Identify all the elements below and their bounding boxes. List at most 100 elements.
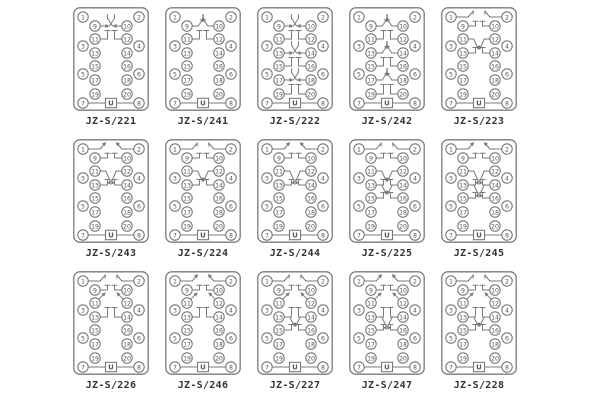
svg-text:1: 1 (265, 14, 269, 21)
svg-text:15: 15 (459, 195, 467, 202)
svg-text:4: 4 (137, 307, 141, 314)
svg-text:16: 16 (399, 327, 407, 334)
relay-diagram-jz-s-226: U 1 3 5 7 2 4 6 8 9 11 13 15 17 19 10 12 14 16 18 20 JZ-S/22… (68, 271, 154, 400)
svg-text:5: 5 (449, 71, 453, 78)
svg-text:12: 12 (491, 300, 499, 307)
svg-text:8: 8 (413, 364, 417, 371)
svg-text:11: 11 (367, 36, 375, 43)
svg-text:2: 2 (321, 14, 325, 21)
svg-text:19: 19 (459, 223, 467, 230)
svg-text:15: 15 (367, 195, 375, 202)
svg-text:U: U (292, 232, 298, 240)
svg-text:6: 6 (229, 335, 233, 342)
svg-text:18: 18 (307, 209, 315, 216)
svg-text:7: 7 (173, 232, 177, 239)
svg-text:16: 16 (215, 63, 223, 70)
diagram-label: JZ-S/243 (85, 248, 137, 259)
svg-text:12: 12 (491, 168, 499, 175)
diagram-label: JZ-S/247 (361, 380, 413, 391)
svg-text:15: 15 (91, 327, 99, 334)
svg-text:17: 17 (275, 209, 283, 216)
svg-text:20: 20 (307, 91, 315, 98)
svg-text:U: U (108, 232, 114, 240)
svg-text:14: 14 (399, 182, 407, 189)
svg-text:U: U (292, 364, 298, 372)
svg-text:18: 18 (307, 77, 315, 84)
relay-diagram-jz-s-243: U 1 3 5 7 2 4 6 8 9 11 13 15 17 19 10 12 14 16 18 20 JZ-S/24… (68, 139, 154, 271)
svg-text:17: 17 (367, 77, 375, 84)
svg-text:8: 8 (137, 100, 141, 107)
svg-text:11: 11 (459, 168, 467, 175)
svg-text:7: 7 (449, 232, 453, 239)
svg-text:7: 7 (357, 364, 361, 371)
svg-text:4: 4 (413, 307, 417, 314)
svg-text:10: 10 (215, 23, 223, 30)
svg-text:15: 15 (367, 63, 375, 70)
svg-text:18: 18 (215, 341, 223, 348)
svg-text:5: 5 (449, 335, 453, 342)
svg-text:9: 9 (93, 23, 97, 30)
svg-text:U: U (108, 100, 114, 108)
svg-text:2: 2 (413, 146, 417, 153)
svg-text:14: 14 (399, 50, 407, 57)
svg-text:10: 10 (399, 155, 407, 162)
svg-text:1: 1 (449, 278, 453, 285)
svg-text:4: 4 (505, 175, 509, 182)
svg-text:8: 8 (505, 364, 509, 371)
svg-text:5: 5 (357, 71, 361, 78)
svg-text:20: 20 (215, 223, 223, 230)
svg-text:19: 19 (91, 355, 99, 362)
svg-text:11: 11 (275, 168, 283, 175)
relay-diagram-jz-s-224: U 1 3 5 7 2 4 6 8 9 11 13 15 17 19 10 12 14 16 18 20 JZ-S/22… (160, 139, 246, 271)
relay-diagram-jz-s-241: U 1 3 5 7 2 4 6 8 9 11 13 15 17 19 10 12 14 16 18 20 JZ-S/24… (160, 7, 246, 139)
svg-text:20: 20 (491, 223, 499, 230)
svg-text:3: 3 (357, 175, 361, 182)
svg-text:18: 18 (399, 209, 407, 216)
svg-text:6: 6 (413, 71, 417, 78)
svg-text:10: 10 (491, 23, 499, 30)
svg-text:7: 7 (81, 100, 85, 107)
svg-text:18: 18 (491, 341, 499, 348)
svg-text:16: 16 (123, 63, 131, 70)
svg-text:16: 16 (123, 195, 131, 202)
svg-text:1: 1 (173, 278, 177, 285)
svg-text:8: 8 (505, 100, 509, 107)
svg-text:5: 5 (81, 335, 85, 342)
svg-text:11: 11 (367, 300, 375, 307)
svg-text:3: 3 (81, 307, 85, 314)
svg-text:9: 9 (277, 23, 281, 30)
svg-text:2: 2 (321, 146, 325, 153)
svg-text:8: 8 (505, 232, 509, 239)
svg-text:12: 12 (491, 36, 499, 43)
svg-text:12: 12 (399, 168, 407, 175)
svg-text:5: 5 (265, 335, 269, 342)
relay-diagram-jz-s-245: U 1 3 5 7 2 4 6 8 9 11 13 15 17 19 10 12 14 16 18 20 JZ-S/24… (436, 139, 522, 271)
svg-text:9: 9 (277, 155, 281, 162)
svg-text:14: 14 (215, 50, 223, 57)
svg-text:12: 12 (399, 36, 407, 43)
svg-text:10: 10 (307, 23, 315, 30)
diagram-label: JZ-S/228 (453, 380, 505, 391)
svg-text:2: 2 (137, 278, 141, 285)
svg-text:16: 16 (399, 63, 407, 70)
svg-text:10: 10 (399, 287, 407, 294)
svg-text:16: 16 (307, 327, 315, 334)
svg-text:U: U (384, 100, 390, 108)
svg-text:5: 5 (449, 203, 453, 210)
svg-text:13: 13 (367, 50, 375, 57)
svg-text:8: 8 (321, 100, 325, 107)
svg-text:18: 18 (123, 341, 131, 348)
svg-text:15: 15 (367, 327, 375, 334)
svg-text:10: 10 (123, 155, 131, 162)
svg-text:6: 6 (137, 203, 141, 210)
svg-text:10: 10 (215, 287, 223, 294)
svg-text:11: 11 (183, 36, 191, 43)
svg-text:7: 7 (449, 364, 453, 371)
svg-text:U: U (476, 100, 482, 108)
svg-text:U: U (200, 100, 206, 108)
svg-text:17: 17 (91, 341, 99, 348)
svg-text:7: 7 (81, 232, 85, 239)
